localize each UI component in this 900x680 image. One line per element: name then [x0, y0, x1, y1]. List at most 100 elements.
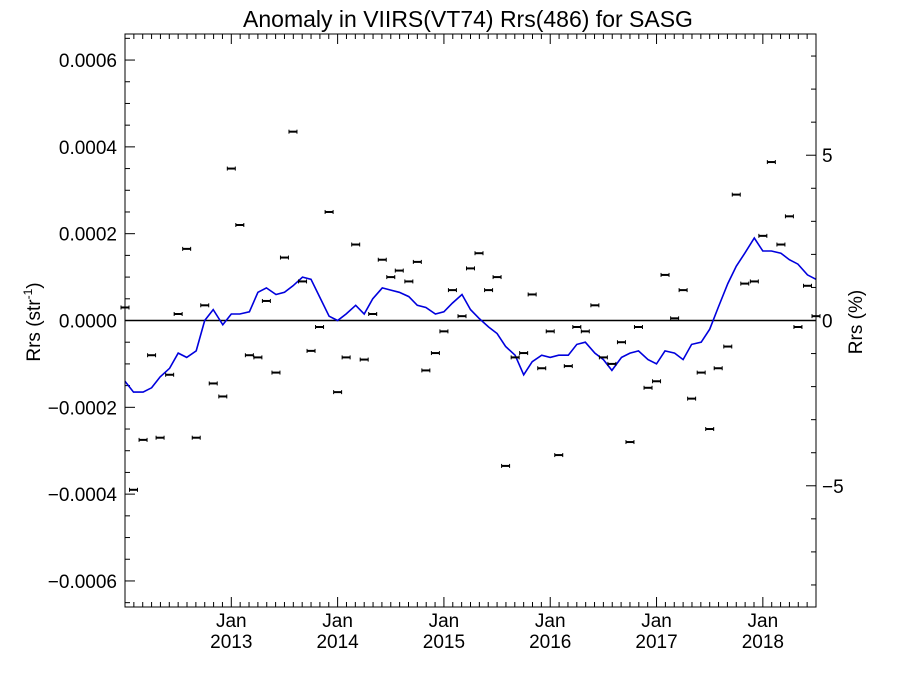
data-point — [457, 314, 467, 319]
x-tick-label-year: 2018 — [742, 632, 784, 653]
data-point — [572, 325, 582, 330]
data-point — [766, 160, 776, 165]
smoothed-anomaly-line — [124, 236, 817, 393]
data-point — [723, 344, 733, 349]
points-layer — [120, 129, 821, 492]
data-point — [793, 325, 803, 330]
data-point — [315, 325, 325, 330]
data-point — [341, 355, 351, 360]
data-point — [554, 453, 564, 458]
data-point — [138, 437, 148, 442]
data-point — [253, 355, 263, 360]
data-point — [731, 192, 741, 197]
x-tick-label-month: Jan — [641, 611, 672, 632]
data-point — [359, 357, 369, 362]
data-point — [616, 340, 626, 345]
data-point — [218, 394, 228, 399]
y-right-tick-label: 0 — [822, 312, 833, 333]
data-point — [412, 259, 422, 264]
data-point — [580, 329, 590, 334]
data-point — [625, 440, 635, 445]
data-point — [324, 209, 334, 214]
data-point — [279, 255, 289, 260]
data-point — [439, 329, 449, 334]
data-point — [527, 292, 537, 297]
data-point — [288, 129, 298, 134]
y-axis-left-label: Rrs (str-1) — [21, 282, 45, 361]
y-right-tick-label: 5 — [822, 146, 833, 167]
data-point — [563, 364, 573, 369]
data-point — [519, 351, 529, 356]
data-point — [598, 355, 608, 360]
data-point — [208, 381, 218, 386]
data-point — [484, 288, 494, 293]
y-axis-left-label-close: ) — [24, 282, 45, 288]
data-point — [165, 372, 175, 377]
y-left-tick-label: 0.0004 — [59, 138, 118, 159]
data-point — [501, 463, 511, 468]
data-point — [740, 281, 750, 286]
y-left-tick-label: −0.0004 — [48, 485, 118, 506]
x-tick-label-month: Jan — [429, 611, 460, 632]
x-tick-label-month: Jan — [748, 611, 779, 632]
data-point — [271, 370, 281, 375]
y-left-tick-label: −0.0002 — [48, 398, 117, 419]
y-left-tick-label: 0.0000 — [59, 312, 117, 333]
data-point — [129, 487, 139, 492]
data-point — [155, 435, 165, 440]
y-axis-left-label-sup: -1 — [21, 288, 35, 299]
y-right-tick-label: −5 — [822, 477, 844, 498]
data-point — [430, 351, 440, 356]
data-point — [660, 272, 670, 277]
data-point — [261, 298, 271, 303]
data-point — [510, 355, 520, 360]
x-tick-label-year: 2015 — [423, 632, 465, 653]
data-point — [545, 329, 555, 334]
x-tick-label-month: Jan — [216, 611, 247, 632]
data-point — [590, 303, 600, 308]
data-point — [633, 325, 643, 330]
data-point — [173, 311, 183, 316]
data-point — [298, 279, 308, 284]
data-point — [404, 279, 414, 284]
data-point — [421, 368, 431, 373]
x-tick-label-month: Jan — [535, 611, 566, 632]
data-point — [394, 268, 404, 273]
data-point — [377, 257, 387, 262]
data-point — [351, 242, 361, 247]
data-point — [607, 361, 617, 366]
y-axis-right-label: Rrs (%) — [846, 290, 867, 354]
data-point — [687, 396, 697, 401]
x-tick-label-year: 2017 — [635, 632, 677, 653]
data-point — [386, 275, 396, 280]
y-left-tick-label: 0.0006 — [59, 51, 117, 72]
data-point — [696, 370, 706, 375]
data-point — [447, 288, 457, 293]
data-point — [474, 251, 484, 256]
data-point — [182, 246, 192, 251]
data-point — [333, 390, 343, 395]
data-point — [678, 288, 688, 293]
data-point — [705, 427, 715, 432]
data-point — [191, 435, 201, 440]
data-point — [784, 214, 794, 219]
x-tick-label-year: 2014 — [316, 632, 359, 653]
data-point — [492, 275, 502, 280]
y-axis-left-label-main: Rrs (str — [24, 299, 45, 362]
data-point — [244, 353, 254, 358]
data-point — [466, 266, 475, 271]
data-point — [652, 379, 662, 384]
data-point — [758, 233, 768, 238]
data-point — [147, 353, 157, 358]
data-point — [713, 366, 723, 371]
data-point — [776, 242, 786, 247]
data-point — [670, 316, 680, 321]
line-layer — [124, 236, 817, 393]
data-point — [226, 166, 236, 171]
x-tick-label-year: 2016 — [529, 632, 571, 653]
x-tick-label-year: 2013 — [210, 632, 252, 653]
data-point — [235, 223, 245, 227]
data-point — [200, 303, 210, 308]
